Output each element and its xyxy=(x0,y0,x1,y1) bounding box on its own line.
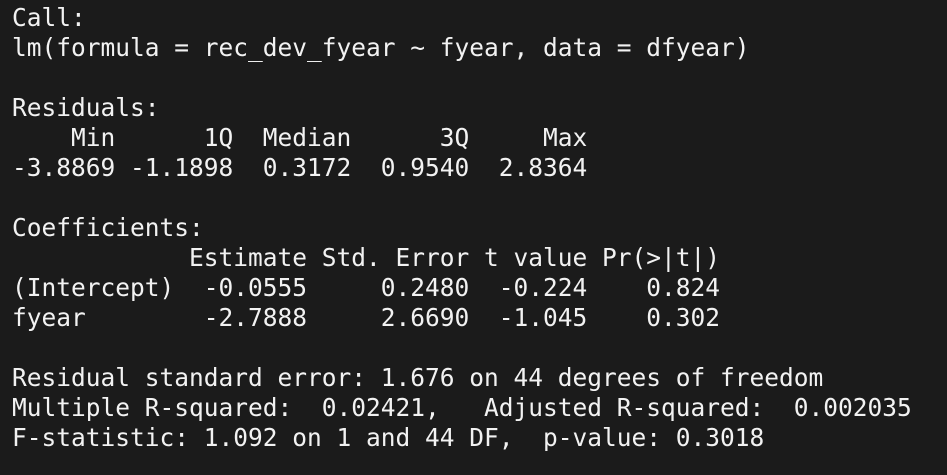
f-statistic: F-statistic: 1.092 on 1 and 44 DF, p-val… xyxy=(12,423,765,452)
blank-line xyxy=(12,63,947,93)
residuals-quantile-labels: Min 1Q Median 3Q Max xyxy=(12,123,603,152)
residuals-quantile-values: -3.8869 -1.1898 0.3172 0.9540 2.8364 xyxy=(12,153,603,182)
residuals-header: Residuals: xyxy=(12,93,160,122)
residual-standard-error: Residual standard error: 1.676 on 44 deg… xyxy=(12,363,824,392)
call-header: Call: xyxy=(12,3,86,32)
call-formula: lm(formula = rec_dev_fyear ~ fyear, data… xyxy=(12,33,750,62)
blank-line xyxy=(12,183,947,213)
coefficients-row-intercept: (Intercept) -0.0555 0.2480 -0.224 0.824 xyxy=(12,273,721,302)
r-squared: Multiple R-squared: 0.02421, Adjusted R-… xyxy=(12,393,927,422)
blank-line xyxy=(12,333,947,363)
coefficients-header: Coefficients: xyxy=(12,213,204,242)
coefficients-column-headers: Estimate Std. Error t value Pr(>|t|) xyxy=(12,243,721,272)
coefficients-row-fyear: fyear -2.7888 2.6690 -1.045 0.302 xyxy=(12,303,721,332)
